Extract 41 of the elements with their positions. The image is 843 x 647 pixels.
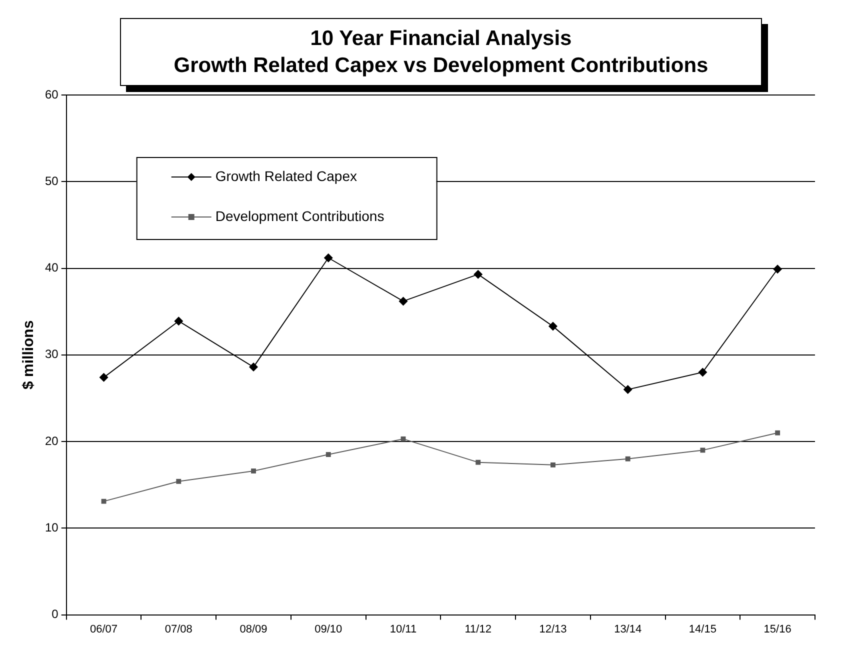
point: [550, 462, 556, 468]
legend-label: Development Contributions: [215, 208, 384, 224]
y-tick-label: 60: [44, 87, 59, 102]
point: [101, 498, 106, 504]
point: [775, 430, 780, 436]
x-tick-label: 10/11: [390, 623, 417, 636]
y-tick-label: 40: [44, 260, 59, 275]
x-tick-label: 07/08: [164, 623, 192, 636]
point: [251, 468, 256, 474]
point: [249, 362, 258, 372]
x-tick-label: 15/16: [764, 623, 792, 636]
point: [324, 253, 333, 262]
point: [476, 460, 481, 465]
y-tick-label: 0: [52, 607, 59, 622]
x-tick-label: 08/09: [240, 623, 268, 636]
y-axis-title: $ millions: [20, 320, 38, 390]
x-tick-label: 06/07: [90, 623, 118, 636]
point: [176, 478, 182, 484]
x-tick-label: 13/14: [614, 623, 642, 636]
point: [398, 296, 408, 306]
point: [698, 368, 708, 377]
point: [623, 385, 632, 394]
y-tick-label: 30: [44, 347, 59, 362]
point: [773, 264, 782, 274]
x-tick-label: 12/13: [539, 623, 567, 636]
point: [174, 316, 184, 326]
y-tick-label: 10: [44, 520, 59, 534]
chart-title: 10 Year Financial Analysis Growth Related Capex vs Development Contributions: [172, 26, 710, 79]
x-tick-label: 11/12: [464, 623, 492, 636]
point: [700, 448, 706, 453]
point: [474, 270, 483, 279]
x-tick-label: 14/15: [688, 623, 716, 636]
y-tick-label: 50: [44, 174, 59, 188]
y-tick-label: 20: [44, 434, 59, 448]
point: [99, 372, 108, 382]
point: [326, 452, 331, 458]
point: [625, 456, 630, 462]
point: [400, 436, 406, 442]
point: [548, 322, 558, 331]
x-tick-label: 09/10: [314, 623, 342, 636]
legend-label: Growth Related Capex: [215, 168, 357, 184]
